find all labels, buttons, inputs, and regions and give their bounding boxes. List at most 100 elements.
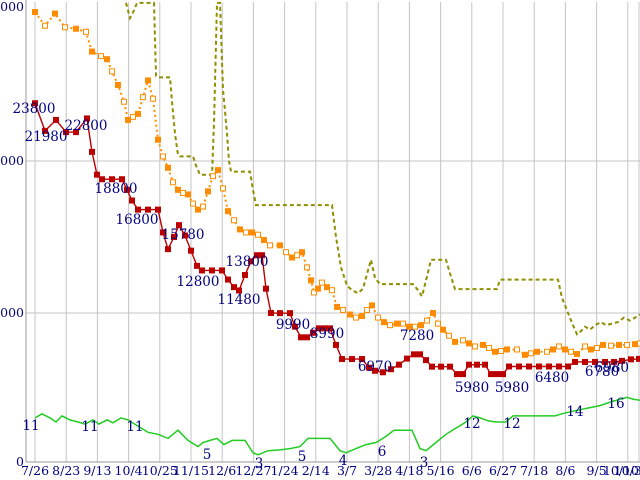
min-price-marker xyxy=(526,363,532,370)
count-point-label: 16 xyxy=(607,396,624,412)
store-count-line xyxy=(34,396,640,456)
min-price-marker xyxy=(565,363,571,370)
avg-price-marker xyxy=(165,164,171,171)
avg-price-marker xyxy=(556,343,562,350)
price-point-label: 5980 xyxy=(455,380,489,396)
avg-price-marker xyxy=(145,77,151,84)
avg-price-marker xyxy=(277,242,283,249)
min-price-marker xyxy=(119,176,125,183)
min-price-marker xyxy=(248,258,254,265)
min-price-marker xyxy=(546,363,552,370)
avg-price-marker xyxy=(89,48,95,55)
min-price-marker xyxy=(339,356,345,363)
min-price-marker xyxy=(482,361,488,368)
min-price-marker xyxy=(277,310,283,317)
min-price-marker xyxy=(99,176,105,183)
min-price-marker xyxy=(438,363,444,370)
x-tick-label-edge: 10/10 xyxy=(603,463,639,478)
min-price-marker xyxy=(372,367,378,374)
max-price-line xyxy=(125,1,640,336)
price-point-label: 6480 xyxy=(535,370,569,386)
avg-price-marker xyxy=(190,200,196,207)
avg-price-marker xyxy=(369,302,375,309)
min-price-marker xyxy=(333,341,339,348)
min-price-marker xyxy=(488,371,494,378)
min-price-marker xyxy=(454,371,460,378)
x-tick-label: 7/26 xyxy=(21,463,49,478)
count-point-label: 5 xyxy=(298,449,307,465)
min-price-marker xyxy=(165,246,171,253)
min-price-marker xyxy=(516,363,522,370)
x-tick-label: 10/3 xyxy=(614,463,640,478)
min-price-marker xyxy=(396,361,402,368)
avg-price-marker xyxy=(381,319,387,326)
avg-price-marker xyxy=(334,303,340,310)
avg-price-marker xyxy=(243,229,249,236)
x-tick-label: 8/23 xyxy=(52,463,80,478)
avg-price-marker xyxy=(140,94,146,101)
min-price-marker xyxy=(268,310,274,316)
avg-price-marker xyxy=(460,337,466,344)
avg-price-marker xyxy=(185,191,191,198)
price-point-label: 21980 xyxy=(25,129,68,145)
avg-price-marker xyxy=(308,277,314,284)
avg-price-marker xyxy=(200,203,206,210)
avg-price-marker xyxy=(42,22,48,29)
avg-price-marker xyxy=(195,206,201,213)
min-price-marker xyxy=(602,358,608,365)
min-price-marker xyxy=(349,356,355,363)
min-price-marker xyxy=(109,176,115,183)
avg-price-marker xyxy=(237,226,243,233)
avg-price-marker xyxy=(430,310,436,316)
avg-price-marker xyxy=(73,25,79,32)
min-price-marker xyxy=(304,334,310,341)
count-point-label: 11 xyxy=(126,419,143,435)
avg-price-marker xyxy=(32,9,38,16)
min-price-marker xyxy=(316,325,322,332)
avg-price-marker xyxy=(544,348,550,355)
min-price-marker xyxy=(359,356,365,363)
avg-price-marker xyxy=(624,341,630,348)
x-tick-label: 9/13 xyxy=(83,463,111,478)
avg-price-marker xyxy=(255,231,261,238)
min-price-marker xyxy=(124,186,130,193)
avg-price-marker xyxy=(299,249,305,256)
x-tick-label: 4/18 xyxy=(395,463,423,478)
min-price-marker xyxy=(327,325,333,332)
avg-price-marker xyxy=(315,285,321,292)
min-price-marker xyxy=(259,252,265,259)
avg-price-marker xyxy=(568,348,574,355)
avg-price-marker xyxy=(534,348,540,355)
min-price-marker xyxy=(287,310,293,317)
min-price-marker xyxy=(292,323,298,330)
price-point-label: 12800 xyxy=(177,274,220,290)
avg-price-marker xyxy=(289,254,295,261)
min-price-marker xyxy=(129,197,135,204)
min-price-marker xyxy=(231,284,237,291)
min-price-marker xyxy=(494,371,500,378)
avg-price-marker xyxy=(424,317,430,324)
x-tick-label: 12/27 xyxy=(235,463,271,478)
min-price-marker xyxy=(592,358,598,365)
avg-price-marker xyxy=(210,173,216,180)
min-price-marker xyxy=(636,355,640,362)
x-tick-label: 2/14 xyxy=(302,463,330,478)
min-price-marker xyxy=(263,285,269,292)
avg-price-marker xyxy=(504,346,510,353)
min-price-marker xyxy=(611,358,617,365)
x-tick-label: 12/6 xyxy=(208,463,236,478)
min-price-marker xyxy=(242,272,248,278)
avg-price-marker xyxy=(472,343,478,350)
avg-price-marker xyxy=(130,113,136,120)
min-price-marker xyxy=(160,229,166,236)
avg-price-marker xyxy=(562,346,568,353)
avg-price-marker xyxy=(52,10,58,17)
avg-price-marker xyxy=(311,289,317,296)
y-tick-label: 0 xyxy=(16,454,24,469)
min-price-marker xyxy=(500,371,506,378)
avg-price-marker xyxy=(353,314,359,321)
price-point-label: 6980 xyxy=(595,360,629,376)
min-price-marker xyxy=(582,358,588,365)
avg-price-marker xyxy=(632,341,638,348)
price-point-label: 9990 xyxy=(276,317,310,333)
